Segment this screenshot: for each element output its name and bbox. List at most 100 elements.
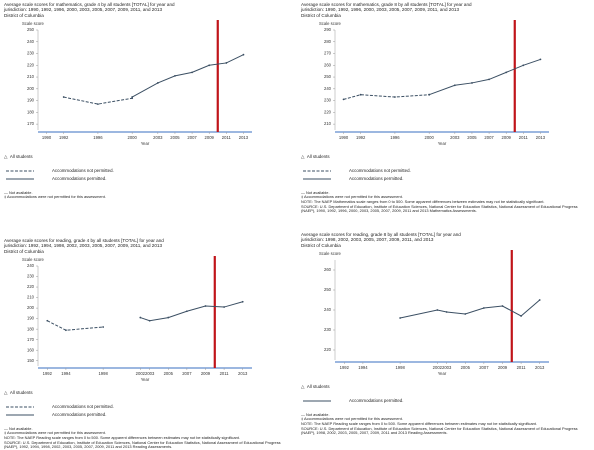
note: — Not available. <box>4 425 33 431</box>
y-tick-label: 250 <box>27 27 35 32</box>
x-tick-label: 2000 <box>424 135 434 140</box>
legend-symbol: △ <box>301 383 307 389</box>
y-tick-label: 240 <box>27 263 35 268</box>
chart: Scale score 220 230 240 250 260 1992 1994 1998 20… <box>319 249 549 376</box>
y-tick-label: 170 <box>27 121 35 126</box>
x-tick-label: 2009 <box>498 365 508 370</box>
data-point <box>62 95 65 98</box>
data-point <box>191 71 193 74</box>
chart-panel: Average scale scores for reading, grade … <box>0 238 290 450</box>
legend-group: △ All students <box>301 383 587 391</box>
data-point <box>131 95 134 98</box>
series-line <box>140 301 243 322</box>
legend-group-label: All students <box>9 154 33 160</box>
y-tick-label: 260 <box>324 267 332 272</box>
y-tick-label: 260 <box>324 62 332 67</box>
x-tick-label: 2011 <box>220 371 230 376</box>
data-point <box>538 298 541 301</box>
x-axis-label: Year <box>141 141 150 146</box>
legend: △ All students Accommodations not permitt… <box>4 389 290 419</box>
data-point <box>520 314 522 317</box>
data-point <box>167 316 170 319</box>
notes: — Not available. ‡ Accommodations were no… <box>301 412 581 436</box>
data-point <box>522 64 525 67</box>
x-tick-label: 2011 <box>517 365 527 370</box>
x-tick-label: 1998 <box>98 371 108 376</box>
note: SOURCE: U.S. Department of Education, In… <box>301 203 578 214</box>
y-tick-label: 190 <box>27 98 35 103</box>
y-tick-label: 210 <box>27 295 35 300</box>
legend-swatch <box>6 170 34 172</box>
data-point <box>436 308 439 311</box>
y-tick-label: 240 <box>324 307 332 312</box>
y-tick-label: 230 <box>324 327 332 332</box>
legend-group: △ All students <box>4 389 290 397</box>
x-tick-label: 1990 <box>42 135 52 140</box>
y-tick-label: 180 <box>27 326 35 331</box>
legend-group: △ All students <box>301 153 587 161</box>
legend-label: Accommodations permitted. <box>349 176 404 182</box>
series-line <box>400 299 541 319</box>
data-point <box>46 319 49 322</box>
data-point <box>148 319 151 322</box>
data-point <box>488 78 490 81</box>
y-tick-label: 190 <box>27 316 35 321</box>
y-tick-label: 160 <box>27 347 35 352</box>
x-tick-label: 2002 <box>136 371 146 376</box>
chart: Scale score 150 160 170 180 190 200 210 220 230 24… <box>22 255 252 382</box>
legend-swatch <box>303 400 331 402</box>
chart-title: Average scale scores for reading, grade … <box>4 238 164 249</box>
notes: — Not available. ‡ Accommodations were no… <box>4 190 284 200</box>
x-tick-label: 2007 <box>182 371 192 376</box>
y-tick-label: 220 <box>324 109 332 114</box>
x-tick-label: 2003 <box>450 135 460 140</box>
legend-group-label: All students <box>9 390 33 396</box>
x-tick-label: 2009 <box>502 135 512 140</box>
legend: △ All students Accommodations not permitt… <box>301 153 587 183</box>
data-point <box>464 312 467 315</box>
legend-symbol: △ <box>301 153 307 159</box>
x-tick-label: 2000 <box>127 135 137 140</box>
x-tick-label: 2003 <box>153 135 163 140</box>
data-point <box>471 81 473 84</box>
x-tick-label: 1994 <box>61 371 71 376</box>
y-tick-label: 290 <box>324 27 332 32</box>
data-point <box>242 53 245 56</box>
legend-swatch <box>6 414 34 416</box>
data-point <box>539 58 542 61</box>
x-tick-label: 2005 <box>461 365 471 370</box>
chart: Scale score 210 220 230 240 250 260 270 280 290 19… <box>319 19 549 146</box>
series-line <box>343 94 430 100</box>
data-point <box>65 329 67 331</box>
data-point <box>241 300 244 303</box>
jurisdiction: District of Columbia <box>301 242 341 248</box>
data-point <box>225 61 228 64</box>
legend-label: Accommodations permitted. <box>52 412 107 418</box>
legend-label: Accommodations permitted. <box>52 176 107 182</box>
series-line <box>47 320 104 331</box>
note: SOURCE: U.S. Department of Education, In… <box>301 425 578 436</box>
y-tick-label: 150 <box>27 358 35 363</box>
x-tick-label: 1996 <box>390 135 400 140</box>
x-tick-label: 2009 <box>201 371 211 376</box>
y-axis-label: Scale score <box>319 251 342 256</box>
x-tick-label: 2013 <box>239 135 249 140</box>
chart-panel: Average scale scores for mathematics, gr… <box>297 2 587 214</box>
legend-label: Accommodations permitted. <box>349 398 404 404</box>
data-point <box>223 305 225 308</box>
data-point <box>501 304 504 307</box>
x-tick-label: 1992 <box>59 135 69 140</box>
y-tick-label: 210 <box>27 74 35 79</box>
series-line <box>131 54 244 98</box>
data-point <box>428 93 431 96</box>
note: NOTE: The NAEP Reading scale ranges from… <box>301 421 537 426</box>
x-tick-label: 2011 <box>519 135 529 140</box>
legend-item: Accommodations permitted. <box>4 411 290 419</box>
note: ‡ Accommodations were not permitted for … <box>4 194 106 200</box>
note: ‡ Accommodations were not permitted for … <box>4 430 106 436</box>
y-axis-label: Scale score <box>22 21 45 26</box>
y-axis-label: Scale score <box>22 257 45 262</box>
x-tick-label: 1998 <box>395 365 405 370</box>
data-point <box>156 81 159 84</box>
